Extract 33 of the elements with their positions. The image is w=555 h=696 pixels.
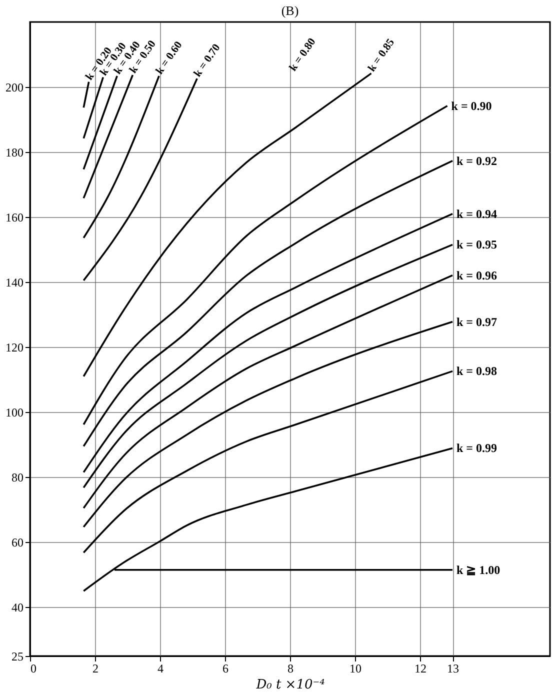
x-tick-label: 0 [30, 662, 36, 676]
text: k = 0.60 [154, 38, 186, 77]
y-tick-label: 25 [12, 650, 24, 664]
x-tick-label: 12 [414, 662, 426, 676]
series-label: k = 0.94 [456, 206, 498, 221]
text: k = 0.85 [366, 36, 398, 74]
x-tick-label: 2 [92, 662, 98, 676]
series-label: k = 0.97 [456, 314, 498, 329]
y-tick-label: 200 [6, 80, 24, 95]
series-label: k = 0.92 [456, 154, 498, 168]
series-label: k = 0.96 [456, 268, 498, 282]
text: k = 0.70 [192, 42, 224, 80]
x-tick-label: 4 [158, 662, 164, 676]
x-tick-label: 10 [350, 662, 362, 676]
series-label: k = 0.95 [456, 238, 498, 252]
y-tick-label: 40 [12, 600, 24, 615]
y-tick-label: 80 [12, 470, 24, 485]
y-tick-label: 140 [6, 276, 24, 290]
y-tick-label: 120 [6, 340, 24, 355]
chart-title: (B) [281, 3, 299, 18]
series-label: k = 0.98 [456, 364, 498, 378]
y-tick-label: 60 [12, 536, 24, 550]
y-tick-label: 160 [6, 210, 24, 225]
y-tick-label: 180 [6, 146, 24, 160]
x-tick-label: 8 [288, 662, 294, 676]
x-tick-label: 6 [222, 662, 228, 676]
annotation: k = 0.80 [287, 36, 318, 74]
series-label: k = 0.90 [451, 98, 492, 113]
series-label: k = 0.99 [456, 441, 498, 456]
x-axis-title: D₀ t ×10⁻⁴ [255, 678, 325, 692]
x-tick-label: 13 [447, 662, 459, 676]
y-tick-label: 100 [6, 406, 24, 420]
series-label: k ≧ 1.00 [456, 562, 500, 577]
